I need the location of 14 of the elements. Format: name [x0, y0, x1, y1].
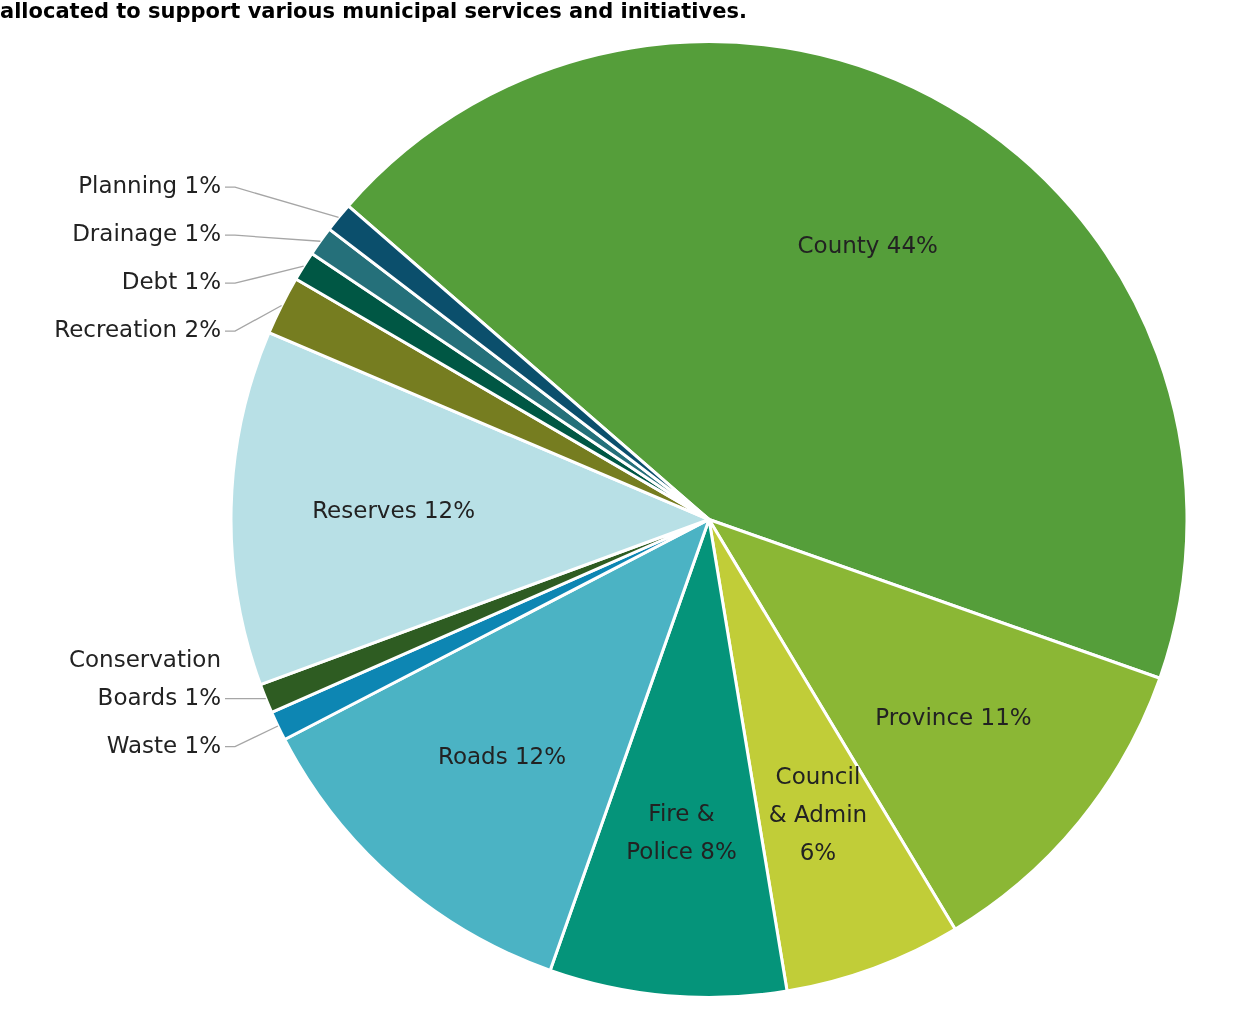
- slice-label: Drainage 1%: [72, 220, 221, 247]
- slice-label: Roads 12%: [437, 742, 567, 769]
- slice-label: Fire & Police 8%: [626, 799, 737, 864]
- data-label: 6%: [799, 838, 837, 865]
- slice-label: Waste 1%: [106, 731, 221, 758]
- slice-label: Reserves 12%: [312, 496, 476, 523]
- slice-label: Recreation 2%: [54, 316, 221, 343]
- slice-label: Council & Admin: [768, 762, 868, 827]
- chart-subtitle: allocated to support various municipal services and initiatives.: [0, 0, 748, 25]
- slice-label: Debt 1%: [121, 268, 221, 295]
- slice-label: Conservation Boards 1%: [68, 645, 221, 710]
- slice-label: Province 11%: [875, 703, 1032, 730]
- slice-label: County 44%: [797, 231, 938, 258]
- slice-label: Planning 1%: [78, 172, 221, 199]
